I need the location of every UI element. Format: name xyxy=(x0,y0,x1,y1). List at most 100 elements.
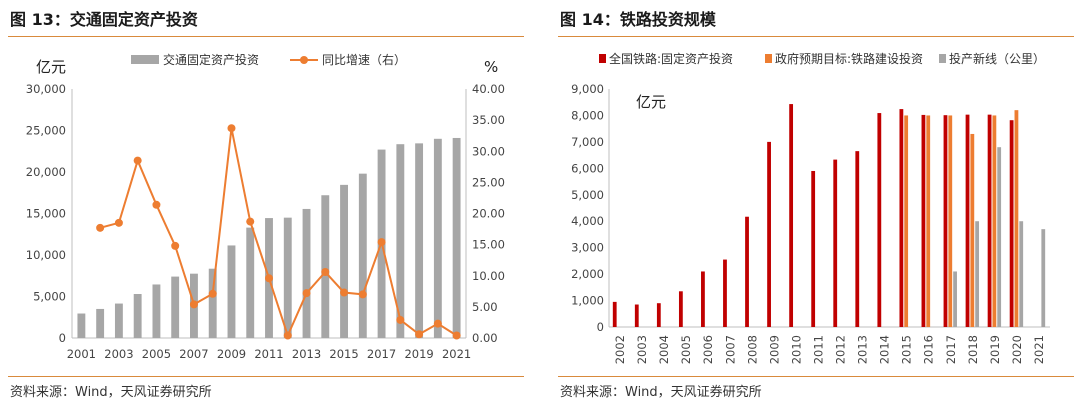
x-tick-label: 2019 xyxy=(404,347,433,361)
bar-railway-investment xyxy=(634,304,639,327)
growth-point xyxy=(96,223,105,232)
y-tick-label: 1,000 xyxy=(571,294,604,308)
title-divider xyxy=(558,36,1074,37)
x-tick-label: 2017 xyxy=(367,347,396,361)
bar xyxy=(396,144,405,338)
x-tick-label: 2019 xyxy=(988,335,1002,364)
y-tick-label-right: 15.00 xyxy=(472,238,505,252)
y-tick-label-left: 30,000 xyxy=(26,82,66,96)
source-note: 资料来源：Wind，天风证券研究所 xyxy=(10,385,212,400)
bar-government-target xyxy=(926,115,931,327)
bar xyxy=(133,294,142,338)
bar-government-target xyxy=(904,115,909,327)
y-tick-label: 2,000 xyxy=(571,267,604,281)
legend-new-lines-label: 投产新线（公里） xyxy=(949,51,1045,66)
growth-point xyxy=(396,315,405,324)
y-tick-label: 7,000 xyxy=(571,135,604,149)
x-tick-label: 2015 xyxy=(329,347,358,361)
growth-point xyxy=(283,331,292,340)
growth-point xyxy=(415,330,424,339)
x-tick-label: 2015 xyxy=(900,335,914,364)
bar-railway-investment xyxy=(789,104,794,327)
legend-railway-investment-swatch xyxy=(599,54,606,63)
bar-government-target xyxy=(948,115,953,327)
x-tick-label: 2018 xyxy=(966,335,980,364)
chart-title: 图 14：铁路投资规模 xyxy=(560,10,716,29)
growth-point xyxy=(189,300,198,309)
bar xyxy=(358,173,367,338)
bar xyxy=(302,208,311,338)
y-tick-label-right: 5.00 xyxy=(472,300,498,314)
y-tick-label: 6,000 xyxy=(571,161,604,175)
growth-point xyxy=(114,218,123,227)
growth-point xyxy=(227,124,236,133)
x-tick-label: 2017 xyxy=(944,335,958,364)
y-tick-label: 0 xyxy=(597,320,604,334)
growth-point xyxy=(208,289,217,298)
x-tick-label: 2008 xyxy=(745,335,759,364)
bar xyxy=(227,245,236,338)
chart-panel-railway: 图 14：铁路投资规模 亿元 0 1,000 2,000 3,000 4,000 5,000… xyxy=(550,0,1080,404)
x-tick-label: 2003 xyxy=(635,335,649,364)
bar-railway-investment xyxy=(877,113,882,327)
y-tick-label: 8,000 xyxy=(571,108,604,122)
x-tick-label: 2007 xyxy=(723,335,737,364)
y-tick-label-right: 30.00 xyxy=(472,144,505,158)
bar-railway-investment xyxy=(678,291,683,327)
x-tick-label: 2013 xyxy=(292,347,321,361)
bar xyxy=(415,143,424,338)
y-tick-label-right: 40.00 xyxy=(472,82,505,96)
growth-line xyxy=(99,128,458,339)
x-tick-label: 2005 xyxy=(679,335,693,364)
x-tick-label: 2021 xyxy=(1032,335,1046,364)
bar xyxy=(96,308,105,338)
bar-railway-investment xyxy=(723,259,727,327)
bar-railway-investment xyxy=(811,170,816,327)
growth-point xyxy=(171,241,180,250)
source-divider xyxy=(558,376,1074,377)
bar xyxy=(452,137,461,338)
growth-point xyxy=(133,156,142,165)
bar-railway-investment xyxy=(987,114,992,327)
growth-point xyxy=(246,217,255,226)
x-tick-label: 2002 xyxy=(613,335,627,364)
y-tick-label: 5,000 xyxy=(571,188,604,202)
x-tick-label: 2004 xyxy=(657,335,671,364)
bar xyxy=(77,313,86,338)
x-tick-label: 2010 xyxy=(789,335,803,364)
bar-new-lines xyxy=(1019,221,1024,327)
y-tick-label-right: 20.00 xyxy=(472,207,505,221)
x-tick-label: 2009 xyxy=(217,347,246,361)
bar xyxy=(114,303,123,338)
x-tick-label: 2006 xyxy=(701,335,715,364)
bar-government-target xyxy=(970,133,975,327)
legend-label-bars: 交通固定资产投资 xyxy=(163,52,259,67)
bar xyxy=(152,284,161,338)
y-tick-label: 4,000 xyxy=(571,214,604,228)
bar-railway-investment xyxy=(701,271,705,327)
y-axis-unit: 亿元 xyxy=(636,93,666,111)
bar-railway-investment xyxy=(943,115,948,328)
y-tick-label-left: 20,000 xyxy=(26,165,66,179)
chart-title: 图 13：交通固定资产投资 xyxy=(10,10,198,29)
growth-point xyxy=(377,238,386,247)
y-tick-label-left: 0 xyxy=(59,331,66,345)
bar xyxy=(321,195,330,338)
legend-swatch-bars xyxy=(131,55,159,64)
transport-investment-chart: 亿元 % 0 5,000 10,000 15,000 20,000 25,000 30,000 0… xyxy=(26,52,505,361)
bar-railway-investment xyxy=(745,216,749,327)
title-divider xyxy=(8,36,524,37)
growth-point xyxy=(152,200,161,209)
growth-point xyxy=(340,288,349,297)
x-tick-label: 2013 xyxy=(856,335,870,364)
bar-new-lines xyxy=(997,147,1002,327)
bar-railway-investment xyxy=(921,114,926,327)
bar xyxy=(433,138,442,338)
bar-railway-investment xyxy=(1009,120,1014,328)
y-tick-label-left: 25,000 xyxy=(26,124,66,138)
source-note: 资料来源：Wind，天风证券研究所 xyxy=(560,385,762,400)
growth-point xyxy=(302,289,311,298)
legend-government-target-label: 政府预期目标:铁路建设投资 xyxy=(775,51,923,66)
x-tick-label: 2005 xyxy=(142,347,171,361)
bar-railway-investment xyxy=(656,303,661,327)
